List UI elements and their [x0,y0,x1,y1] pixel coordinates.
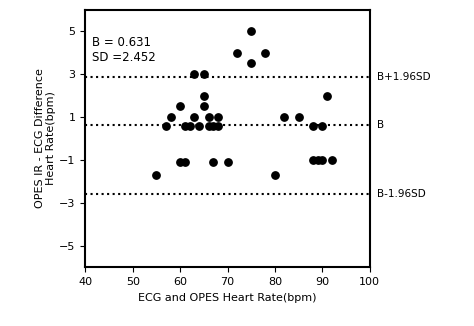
Text: B+1.96SD: B+1.96SD [377,72,430,82]
Point [205,123,212,128]
Text: B = 0.631
SD =2.452: B = 0.631 SD =2.452 [92,36,156,64]
Point [295,114,302,120]
Point [176,104,184,109]
Point [186,123,193,128]
Text: B-1.96SD: B-1.96SD [377,189,426,199]
Point [214,123,222,128]
Y-axis label: OPES IR - ECG Difference
Heart Rate(bpm): OPES IR - ECG Difference Heart Rate(bpm) [35,68,56,209]
Point [200,72,208,77]
X-axis label: ECG and OPES Heart Rate(bpm): ECG and OPES Heart Rate(bpm) [138,293,317,303]
Point [309,157,317,163]
Point [314,157,321,163]
Point [262,50,269,55]
Point [319,123,326,128]
Point [224,159,231,165]
Point [233,50,241,55]
Point [214,114,222,120]
Point [247,61,255,66]
Point [210,159,217,165]
Point [181,123,189,128]
Text: B: B [377,120,384,130]
Point [328,157,336,163]
Point [205,114,212,120]
Point [323,93,331,98]
Point [271,172,279,178]
Point [281,114,288,120]
Point [153,172,160,178]
Point [176,159,184,165]
Point [191,72,198,77]
Point [191,114,198,120]
Point [167,114,174,120]
Point [195,123,203,128]
Point [162,123,170,128]
Point [181,159,189,165]
Point [247,29,255,34]
Point [309,123,317,128]
Point [210,123,217,128]
Point [319,157,326,163]
Point [200,104,208,109]
Point [200,93,208,98]
